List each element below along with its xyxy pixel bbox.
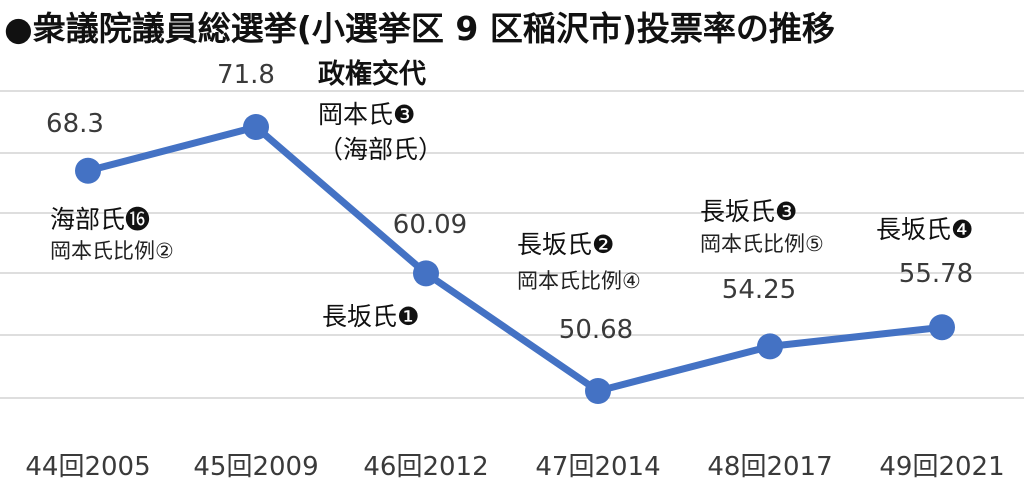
annotation-text: （海部氏）: [318, 135, 443, 164]
annotation-text: 長坂氏❸: [700, 197, 797, 226]
x-tick-label: 44回2005: [25, 452, 150, 482]
x-tick-label: 48回2017: [707, 452, 832, 482]
grid-layer: [0, 90, 1024, 399]
data-label: 54.25: [722, 275, 796, 305]
data-label: 68.3: [46, 109, 104, 139]
annotation-text: 政権交代: [318, 58, 426, 90]
data-label: 71.8: [217, 60, 275, 90]
annotation-text: 岡本氏比例④: [517, 269, 641, 293]
annotation-text: 海部氏⓰: [50, 205, 150, 234]
data-point: [243, 114, 269, 140]
x-tick-label: 46回2012: [363, 452, 488, 482]
x-tick-label: 47回2014: [535, 452, 660, 482]
data-point: [413, 260, 439, 287]
annotation-text: 岡本氏比例⑤: [700, 232, 824, 256]
data-point: [757, 333, 783, 360]
x-tick-label: 45回2009: [193, 452, 318, 482]
annotation-text: 岡本氏❸: [318, 100, 415, 129]
annotation-text: 岡本氏比例②: [50, 239, 174, 263]
data-point: [929, 314, 955, 341]
data-point: [585, 378, 611, 404]
series-line: [84, 123, 946, 395]
annotation-text: 長坂氏❷: [517, 230, 614, 259]
annotation-text: 長坂氏❶: [322, 302, 419, 331]
chart-title: ●衆議院議員総選挙(小選挙区 9 区稲沢市)投票率の推移: [4, 9, 835, 48]
data-label: 55.78: [899, 259, 973, 289]
annotation-text: 長坂氏❹: [876, 215, 973, 244]
x-tick-label: 49回2021: [879, 452, 1004, 482]
labels-layer: 68.3 71.8 60.09 50.68 54.25 55.78 44回2005 45回20…: [25, 58, 1004, 482]
points-layer: [75, 114, 955, 404]
data-point: [75, 157, 101, 184]
data-label: 60.09: [393, 210, 467, 240]
data-label: 50.68: [559, 315, 633, 345]
